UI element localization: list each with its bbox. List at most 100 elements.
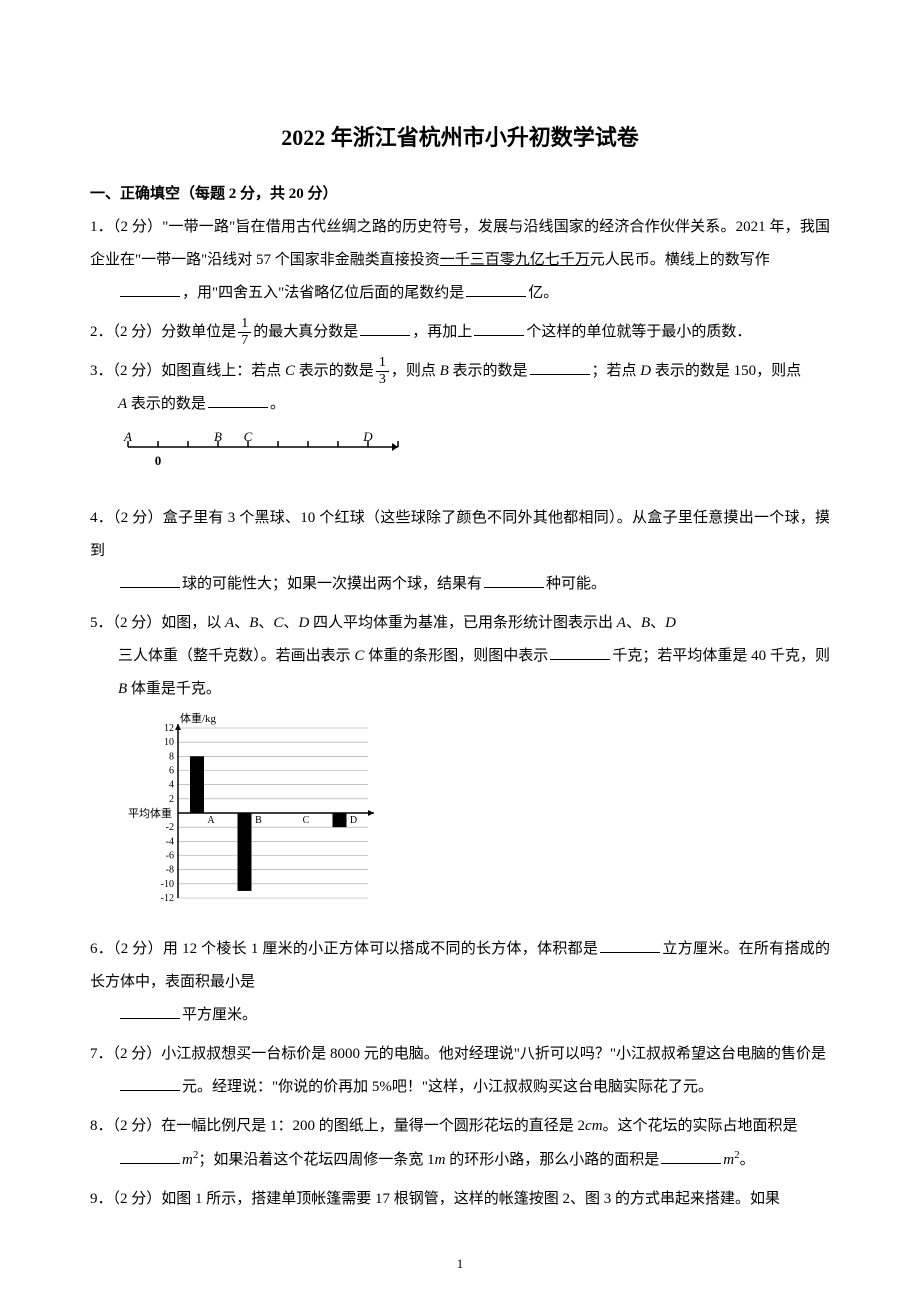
svg-text:6: 6 (169, 766, 174, 777)
q5-prefix: 5．（2 分） (90, 615, 161, 631)
q5-s1: 、 (234, 615, 249, 631)
q8-prefix: 8．（2 分） (90, 1118, 161, 1134)
q1-text-3: ，用"四舍五入"法省略亿位后面的尾数约是 (182, 285, 464, 301)
q5-A: A (225, 615, 234, 631)
q5-B2: B (641, 615, 650, 631)
q3-frac-den: 3 (376, 372, 389, 387)
q5-text-6: 千克；若平均体重是 40 千克，则 (612, 648, 830, 664)
q8-text-1: 在一幅比例尺是 1：200 的图纸上，量得一个圆形花坛的直径是 2 (161, 1118, 585, 1134)
q3-A: A (118, 396, 127, 412)
q2-fraction: 17 (238, 317, 251, 348)
q5-text-3: 四人平均体重为基准，已用条形统计图表示出 (309, 615, 617, 631)
q5-D: D (298, 615, 309, 631)
q5-text-5: 体重的条形图，则图中表示 (364, 648, 548, 664)
question-8: 8．（2 分）在一幅比例尺是 1：200 的图纸上，量得一个圆形花坛的直径是 2… (90, 1110, 830, 1177)
q3-C: C (285, 363, 295, 379)
q5-s3: 、 (283, 615, 298, 631)
q3-text-4: 表示的数是 (449, 363, 528, 379)
svg-text:-8: -8 (166, 865, 174, 876)
q8-m1: m (182, 1152, 193, 1168)
q3-text-6: 表示的数是 150，则点 (651, 363, 801, 379)
q3-blank-1 (530, 360, 590, 375)
svg-text:-10: -10 (161, 879, 174, 890)
question-6: 6．（2 分）用 12 个棱长 1 厘米的小正方体可以搭成不同的长方体，体积都是… (90, 933, 830, 1032)
q3-numberline-wrap: ABCD0 (90, 427, 830, 490)
q8-blank-1 (120, 1149, 180, 1164)
q8-text-2: 。这个花坛的实际占地面积是 (603, 1118, 798, 1134)
exam-page: 2022 年浙江省杭州市小升初数学试卷 一、正确填空（每题 2 分，共 20 分… (0, 0, 920, 1302)
q2-text-2: 的最大真分数是 (253, 324, 358, 340)
q5-s2: 、 (258, 615, 273, 631)
q1-text-2: 元人民币。横线上的数写作 (590, 252, 770, 268)
svg-text:D: D (350, 815, 357, 826)
question-2: 2．（2 分）分数单位是17的最大真分数是，再加上个这样的单位就等于最小的质数． (90, 316, 830, 349)
q6-blank-2 (120, 1004, 180, 1019)
q5-C: C (273, 615, 283, 631)
svg-text:C: C (303, 815, 310, 826)
question-1: 1．（2 分）"一带一路"旨在借用古代丝绸之路的历史符号，发展与沿线国家的经济合… (90, 211, 830, 310)
q2-blank-2 (474, 321, 524, 336)
q2-frac-num: 1 (238, 317, 251, 333)
svg-text:8: 8 (169, 751, 174, 762)
q3-text-1: 如图直线上：若点 (161, 363, 285, 379)
q5-B: B (249, 615, 258, 631)
q2-text-1: 分数单位是 (161, 324, 236, 340)
svg-text:B: B (255, 815, 262, 826)
q5-text-1: 如图，以 (161, 615, 225, 631)
section-1-header: 一、正确填空（每题 2 分，共 20 分） (90, 182, 830, 203)
q1-underlined: 一千三百零九亿七千万 (440, 252, 590, 268)
q5-s4: 、 (626, 615, 641, 631)
q3-frac-num: 1 (376, 356, 389, 372)
q8-m3: m (723, 1152, 734, 1168)
q2-blank-1 (360, 321, 410, 336)
q4-text-3: 种可能。 (546, 576, 606, 592)
question-5: 5．（2 分）如图，以 A、B、C、D 四人平均体重为基准，已用条形统计图表示出… (90, 607, 830, 923)
q4-text-1: 盒子里有 3 个黑球、10 个红球（这些球除了颜色不同外其他都相同）。从盒子里任… (90, 510, 830, 559)
q3-text-5: ；若点 (592, 363, 641, 379)
q5-A2: A (617, 615, 626, 631)
svg-text:0: 0 (155, 453, 162, 468)
q3-text-7: 表示的数是 (127, 396, 206, 412)
q8-text-3: ；如果沿着这个花坛四周修一条宽 1 (198, 1152, 434, 1168)
q8-m2: m (435, 1152, 446, 1168)
q3-D: D (640, 363, 651, 379)
q8-cm: cm (585, 1118, 603, 1134)
q5-text-4: 三人体重（整千克数）。若画出表示 (118, 648, 354, 664)
q3-numberline: ABCD0 (118, 427, 418, 477)
q4-prefix: 4．（2 分） (90, 510, 163, 526)
q2-prefix: 2．（2 分） (90, 324, 161, 340)
q3-text-3: ，则点 (391, 363, 440, 379)
q5-B3: B (118, 681, 127, 697)
question-4: 4．（2 分）盒子里有 3 个黑球、10 个红球（这些球除了颜色不同外其他都相同… (90, 502, 830, 601)
svg-text:12: 12 (164, 723, 174, 734)
q3-fraction: 13 (376, 356, 389, 387)
q5-D2: D (665, 615, 676, 631)
svg-text:体重/kg: 体重/kg (180, 711, 217, 725)
q6-prefix: 6．（2 分） (90, 941, 163, 957)
question-7: 7．（2 分）小江叔叔想买一台标价是 8000 元的电脑。他对经理说"八折可以吗… (90, 1038, 830, 1104)
page-number: 1 (0, 1256, 920, 1272)
q7-blank-1 (120, 1076, 180, 1091)
q5-text-7: 体重是千克。 (127, 681, 221, 697)
q6-blank-1 (600, 938, 660, 953)
q8-blank-2 (661, 1149, 721, 1164)
q3-B: B (440, 363, 449, 379)
q6-text-3: 平方厘米。 (182, 1007, 257, 1023)
q5-C2: C (354, 648, 364, 664)
q3-prefix: 3．（2 分） (90, 363, 161, 379)
q1-prefix: 1．（2 分） (90, 219, 162, 235)
q1-blank-1 (120, 282, 180, 297)
q5-bar-chart: 体重/kg12108642-2-4-6-8-10-12平均体重ABCD (118, 710, 378, 910)
q2-text-3: ，再加上 (412, 324, 472, 340)
q5-s5: 、 (650, 615, 665, 631)
q4-blank-2 (484, 573, 544, 588)
q7-prefix: 7．（2 分） (90, 1046, 161, 1062)
q1-text-4: 亿。 (528, 285, 558, 301)
q6-text-1: 用 12 个棱长 1 厘米的小正方体可以搭成不同的长方体，体积都是 (163, 941, 598, 957)
svg-text:4: 4 (169, 780, 174, 791)
q9-prefix: 9．（2 分） (90, 1191, 161, 1207)
q8-text-4: 的环形小路，那么小路的面积是 (445, 1152, 659, 1168)
svg-text:2: 2 (169, 794, 174, 805)
svg-text:-12: -12 (161, 893, 174, 904)
q3-text-8: 。 (270, 396, 285, 412)
